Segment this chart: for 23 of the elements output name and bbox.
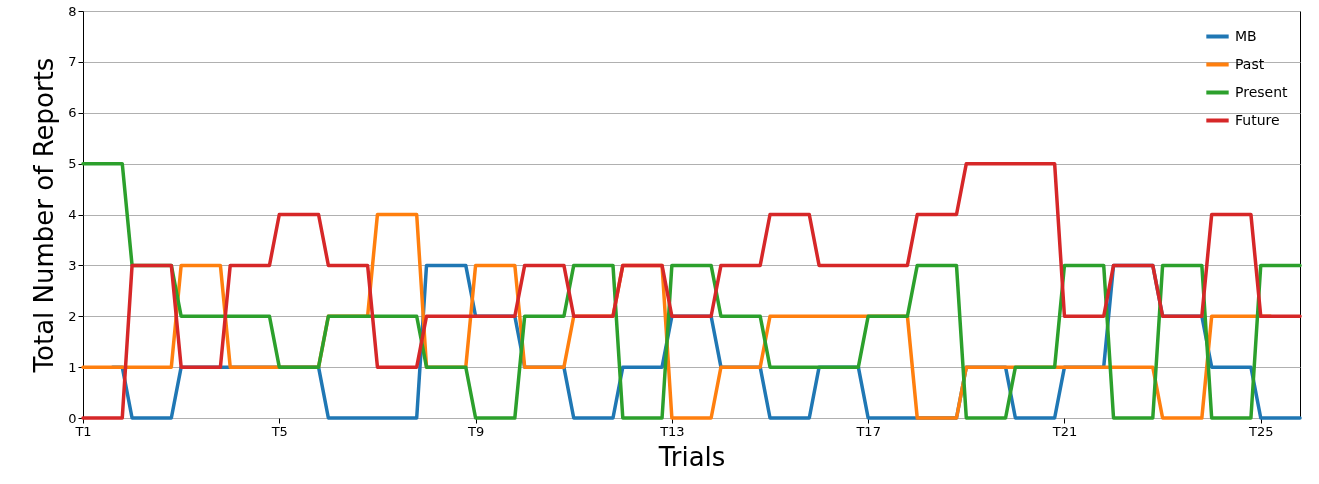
- x-tick-label: T1: [74, 423, 92, 439]
- y-tick-label: 2: [68, 308, 77, 324]
- y-tick-label: 4: [68, 207, 77, 222]
- legend-label: Future: [1235, 111, 1280, 128]
- y-tick-label: 7: [68, 54, 77, 70]
- y-tick-label: 6: [68, 105, 77, 121]
- x-tick-label: T25: [1248, 423, 1274, 439]
- x-axis-title: Trials: [657, 441, 726, 472]
- x-tick-label: T5: [270, 423, 288, 439]
- y-tick-label: 8: [68, 3, 77, 19]
- x-tick-label: T13: [659, 423, 685, 439]
- y-axis-title: Total Number of Reports: [29, 57, 60, 374]
- line-series: [81, 161, 1302, 420]
- x-tick-label: T17: [855, 423, 881, 439]
- y-tick-label: 5: [68, 156, 77, 172]
- x-tick-label: T21: [1051, 423, 1078, 439]
- legend-label: MB: [1235, 27, 1257, 44]
- legend-label: Present: [1235, 83, 1289, 100]
- y-tick-label: 1: [68, 359, 77, 375]
- y-tick-label: 3: [68, 257, 77, 273]
- legend-label: Past: [1235, 55, 1265, 72]
- y-tick-label: 0: [68, 410, 77, 426]
- x-tick-label: T9: [466, 423, 485, 439]
